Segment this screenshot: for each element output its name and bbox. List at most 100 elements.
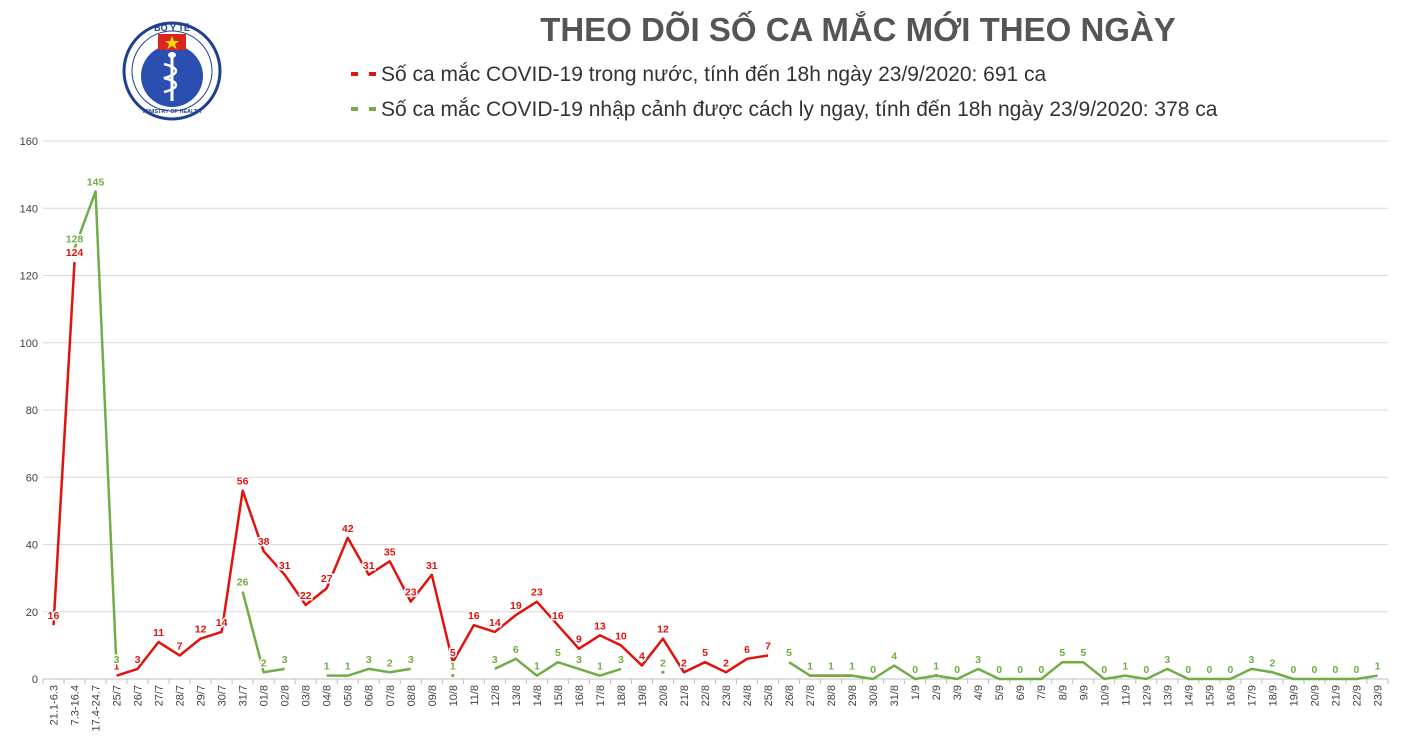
series-1-data-label: 128 xyxy=(66,234,84,246)
series-1-data-label: 0 xyxy=(1101,664,1107,676)
legend: Số ca mắc COVID-19 trong nước, tính đến … xyxy=(351,63,1218,121)
series-1-data-label: 5 xyxy=(1080,647,1086,659)
x-tick-label: 16/8 xyxy=(574,685,586,706)
y-tick-label: 100 xyxy=(20,338,38,350)
series-0-data-label: 5 xyxy=(702,647,708,659)
series-0-data-label: 27 xyxy=(321,573,333,585)
series-1-data-label: 1 xyxy=(1122,661,1128,673)
series-1-data-label: 2 xyxy=(1269,657,1275,669)
series-1-data-label: 3 xyxy=(282,654,288,666)
series-1-data-label: 2 xyxy=(660,657,666,669)
series-1-data-label: 3 xyxy=(1164,654,1170,666)
series-1-line xyxy=(788,660,1378,681)
series-0-data-label: 6 xyxy=(744,644,750,656)
x-tick-label: 19/8 xyxy=(637,685,649,706)
series-0-data-label: 16 xyxy=(48,610,60,622)
x-tick-label: 1/9 xyxy=(910,685,922,700)
series-1-data-label: 0 xyxy=(1143,664,1149,676)
series-0-data-label: 11 xyxy=(153,627,164,639)
series-0-data-label: 38 xyxy=(258,536,270,548)
x-tick-label: 25/8 xyxy=(763,685,775,706)
series-1-data-label: 3 xyxy=(576,654,582,666)
series-1-data-label: 1 xyxy=(828,661,834,673)
series-0-data-label: 2 xyxy=(681,657,687,669)
x-tick-label: 17/8 xyxy=(595,685,607,706)
y-tick-label: 20 xyxy=(26,607,38,619)
chart-title: THEO DÕI SỐ CA MẮC MỚI THEO NGÀY xyxy=(540,10,1176,48)
x-tick-label: 10/8 xyxy=(448,685,460,706)
x-tick-label: 20/9 xyxy=(1309,685,1321,706)
x-tick-label: 31/7 xyxy=(238,685,250,706)
series-1-data-label: 2 xyxy=(261,657,267,669)
series-1-data-label: 5 xyxy=(1059,647,1065,659)
x-tick-label: 7/9 xyxy=(1036,685,1048,700)
x-tick-label: 19/9 xyxy=(1288,685,1300,706)
series-0-data-label: 10 xyxy=(615,630,627,642)
x-tick-label: 29/7 xyxy=(196,685,208,706)
series-1-data-label: 1 xyxy=(1375,661,1381,673)
series-0-data-label: 14 xyxy=(216,617,228,629)
series-1-data-label: 3 xyxy=(975,654,981,666)
x-tick-label: 11/9 xyxy=(1120,685,1132,706)
legend-item-domestic: Số ca mắc COVID-19 trong nước, tính đến … xyxy=(351,63,1047,86)
series-0-data-label: 2 xyxy=(723,657,729,669)
series-1-data-label: 3 xyxy=(366,654,372,666)
series-1-data-label: 0 xyxy=(870,664,876,676)
x-tick-label: 17.4-24.7 xyxy=(91,685,103,731)
x-tick-label: 10/9 xyxy=(1099,685,1111,706)
x-tick-label: 16/9 xyxy=(1225,685,1237,706)
x-tick-label: 9/9 xyxy=(1078,685,1090,700)
series-0-data-label: 31 xyxy=(426,560,438,572)
series-0-data-label: 13 xyxy=(594,620,606,632)
data-labels: 1612413117121456383122274231352331516141… xyxy=(46,175,1382,678)
series-0-data-label: 1 xyxy=(828,661,834,673)
x-tick-label: 11/8 xyxy=(469,685,481,706)
x-tick-label: 26/7 xyxy=(133,685,145,706)
series-1-data-label: 0 xyxy=(1354,664,1360,676)
series-0-data-label: 3 xyxy=(135,654,141,666)
series-0-data-label: 9 xyxy=(576,634,582,646)
series-1-data-label: 26 xyxy=(237,577,249,589)
x-tick-label: 30/7 xyxy=(217,685,229,706)
series-1-data-label: 0 xyxy=(1185,664,1191,676)
series-1-data-label: 3 xyxy=(492,654,498,666)
series-0-data-label: 42 xyxy=(342,523,354,535)
logo-top-text: BỘ Y TẾ xyxy=(154,22,190,33)
y-tick-label: 60 xyxy=(26,472,38,484)
series-0-data-label: 1 xyxy=(933,661,939,673)
series-1-data-label: 4 xyxy=(891,651,897,663)
series-1-data-label: 1 xyxy=(345,661,351,673)
series-0-data-label: 16 xyxy=(468,610,480,622)
x-tick-label: 27/7 xyxy=(154,685,166,706)
series-1-line xyxy=(241,591,285,674)
series-1-data-label: 3 xyxy=(1248,654,1254,666)
series-0-line xyxy=(116,489,769,677)
x-tick-label: 25/7 xyxy=(112,685,124,706)
x-tick-label: 08/8 xyxy=(406,685,418,706)
series-0-data-label: 1 xyxy=(807,661,813,673)
x-tick-label: 23/9 xyxy=(1372,685,1384,706)
y-tick-label: 0 xyxy=(32,674,38,686)
series-1-data-label: 1 xyxy=(324,661,330,673)
x-tick-label: 4/9 xyxy=(973,685,985,700)
series-1-data-label: 0 xyxy=(1333,664,1339,676)
y-tick-label: 80 xyxy=(26,405,38,417)
x-tick-label: 21/8 xyxy=(679,685,691,706)
series-0-data-label: 56 xyxy=(237,476,249,488)
x-tick-label: 5/9 xyxy=(994,685,1006,700)
x-tick-label: 06/8 xyxy=(364,685,376,706)
series-0-data-label: 1 xyxy=(849,661,855,673)
series-0-data-label: 5 xyxy=(450,647,456,659)
series-0-line xyxy=(52,261,76,626)
y-tick-label: 40 xyxy=(26,540,38,552)
y-axis: 0 20 40 60 80 100 120 140 160 xyxy=(20,136,38,686)
series-0-data-label: 31 xyxy=(279,560,291,572)
x-tick-label: 05/8 xyxy=(343,685,355,706)
x-tick-label: 7.3-16.4 xyxy=(70,685,82,725)
series-1-data-label: 0 xyxy=(1038,664,1044,676)
series-1-data-label: 1 xyxy=(450,661,456,673)
series-1-point xyxy=(451,674,455,678)
x-tick-label: 22/8 xyxy=(700,685,712,706)
series-1-line xyxy=(494,657,622,677)
series-1-line xyxy=(73,190,118,669)
